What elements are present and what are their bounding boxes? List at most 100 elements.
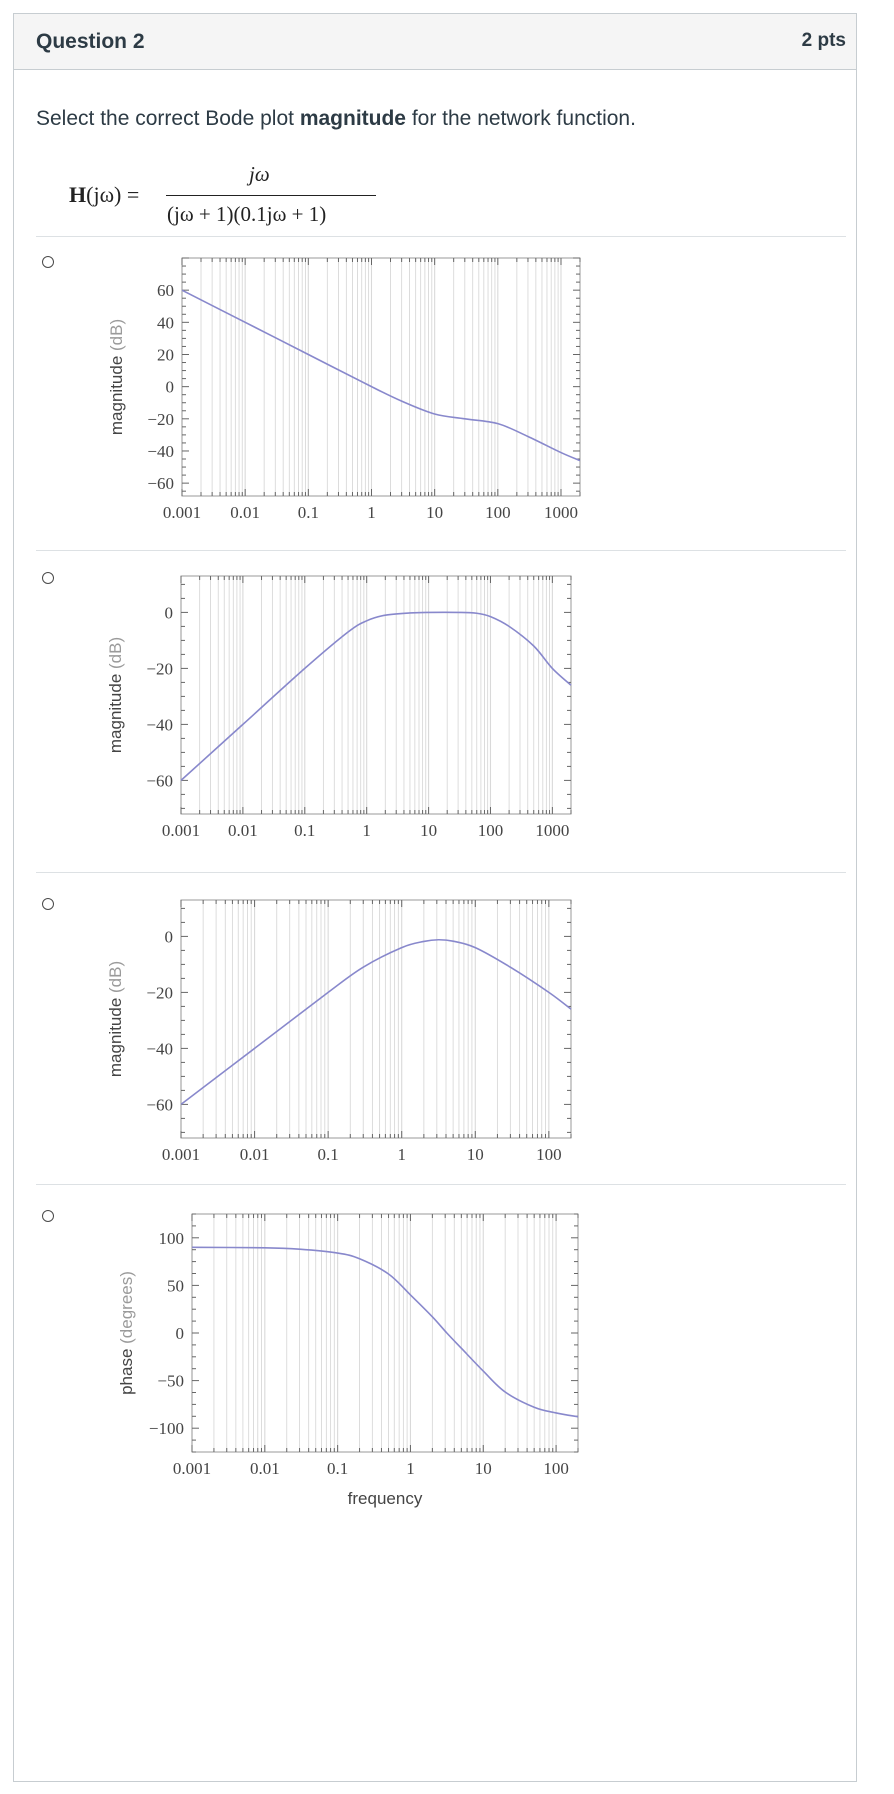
x-tick-label: 10 — [467, 1145, 484, 1164]
formula-lhs: H(jω) = — [69, 182, 139, 208]
y-tick-label: 60 — [157, 281, 174, 300]
x-tick-label: 1 — [362, 821, 371, 840]
y-tick-label: −20 — [147, 410, 174, 429]
bode-curve — [180, 938, 572, 1106]
x-tick-label: 0.1 — [298, 503, 319, 522]
answer-separator — [36, 1184, 846, 1185]
bode-plot-b: 0.001 0.01 0.1 1 10 100 1000 0 −20 −40 −60 magnitud… — [54, 562, 674, 852]
y-axis-label-unit: (dB) — [107, 319, 126, 356]
x-tick-label: 0.01 — [250, 1459, 280, 1478]
bode-curve — [181, 289, 581, 462]
y-axis-label-word: magnitude — [107, 356, 126, 435]
y-axis-label: magnitude (dB) — [106, 961, 125, 1077]
prompt-text-after: for the network function. — [405, 107, 636, 130]
answer-option-b[interactable]: 0.001 0.01 0.1 1 10 100 1000 0 −20 −40 −60 magnitud… — [14, 550, 856, 872]
answer-separator — [36, 550, 846, 551]
x-tick-label: 0.001 — [162, 821, 200, 840]
x-tick-label: 0.1 — [318, 1145, 339, 1164]
x-tick-label: 100 — [485, 503, 511, 522]
radio-option-c[interactable] — [42, 898, 54, 910]
axis-ticks — [180, 576, 572, 814]
plot-grid — [191, 1214, 579, 1452]
x-tick-label: 0.01 — [228, 821, 258, 840]
question-prompt: Select the correct Bode plot magnitude f… — [36, 107, 636, 131]
answer-separator — [36, 236, 846, 237]
y-axis-label-unit: (degrees) — [117, 1271, 136, 1348]
answer-separator — [36, 872, 846, 873]
formula-numerator: jω — [249, 162, 270, 186]
formula-lhs-bold: H — [69, 182, 87, 207]
y-tick-label: 0 — [176, 1324, 185, 1343]
y-tick-label: −50 — [157, 1372, 184, 1391]
bode-plot-a: 0.001 0.01 0.1 1 10 100 1000 60 40 20 0 −20 −40 −60 ma… — [54, 246, 674, 536]
bode-plot-c-svg: 0.001 0.01 0.1 1 10 100 0 −20 −40 −60 magnitude (d… — [106, 899, 572, 1164]
plot-frame — [181, 257, 581, 497]
y-axis-label: phase (degrees) — [117, 1271, 136, 1395]
plot-grid — [180, 900, 572, 1138]
axis-ticks — [191, 1213, 579, 1453]
question-title: Question 2 — [36, 30, 145, 53]
y-tick-label: −60 — [147, 474, 174, 493]
formula-lhs-rest: (jω) = — [86, 182, 140, 207]
question-card: Question 2 2 pts Select the correct Bode… — [13, 13, 857, 1782]
radio-option-b[interactable] — [42, 572, 54, 584]
x-tick-label: 1 — [397, 1145, 406, 1164]
bode-curve — [191, 1246, 579, 1418]
y-tick-label: 100 — [159, 1229, 185, 1248]
y-tick-label: 0 — [165, 927, 174, 946]
x-tick-label: 1 — [406, 1459, 415, 1478]
y-tick-label: −40 — [146, 715, 173, 734]
x-tick-label: 0.001 — [173, 1459, 211, 1478]
y-axis-label: magnitude (dB) — [106, 637, 125, 753]
x-tick-label: 0.1 — [294, 821, 315, 840]
y-axis-label-unit: (dB) — [106, 637, 125, 674]
x-tick-label: 0.001 — [162, 1145, 200, 1164]
x-tick-label: 10 — [420, 821, 437, 840]
x-tick-label: 10 — [426, 503, 443, 522]
prompt-text-before: Select the correct Bode plot — [36, 107, 300, 130]
y-axis-label: magnitude (dB) — [107, 319, 126, 435]
axis-ticks — [180, 900, 572, 1138]
bode-plot-c: 0.001 0.01 0.1 1 10 100 0 −20 −40 −60 magnitude (d… — [54, 886, 674, 1176]
y-tick-label: −20 — [146, 983, 173, 1002]
plot-frame — [180, 575, 572, 815]
x-tick-label: 1 — [367, 503, 376, 522]
y-tick-label: −100 — [149, 1419, 184, 1438]
plot-frame — [180, 899, 572, 1139]
bode-plot-a-svg: 0.001 0.01 0.1 1 10 100 1000 60 40 20 0 −20 −40 −60 ma… — [107, 257, 581, 522]
x-tick-label: 10 — [475, 1459, 492, 1478]
x-tick-label: 0.1 — [327, 1459, 348, 1478]
y-tick-label: −40 — [147, 442, 174, 461]
y-axis-label-word: magnitude — [106, 998, 125, 1077]
bode-curve — [180, 611, 572, 781]
x-tick-label: 1000 — [544, 503, 578, 522]
y-axis-label-word: phase — [117, 1349, 136, 1395]
x-tick-label: 1000 — [535, 821, 569, 840]
answer-option-c[interactable]: 0.001 0.01 0.1 1 10 100 0 −20 −40 −60 magnitude (d… — [14, 872, 856, 1184]
question-header: Question 2 2 pts — [14, 14, 856, 70]
answer-option-d[interactable]: 0.001 0.01 0.1 1 10 100 100 50 0 −50 −100 phase (de… — [14, 1184, 856, 1544]
formula-fraction-bar — [166, 195, 376, 196]
question-points: 2 pts — [801, 30, 846, 51]
x-tick-label: 0.01 — [240, 1145, 270, 1164]
bode-plot-d-svg: 0.001 0.01 0.1 1 10 100 100 50 0 −50 −100 phase (de… — [117, 1213, 579, 1508]
formula-denominator: (jω + 1)(0.1jω + 1) — [167, 202, 327, 226]
radio-option-d[interactable] — [42, 1210, 54, 1222]
axis-ticks — [181, 257, 581, 496]
y-tick-label: −60 — [146, 1095, 173, 1114]
radio-option-a[interactable] — [42, 256, 54, 268]
plot-grid — [181, 258, 581, 496]
network-function-formula: H(jω) = jω (jω + 1)(0.1jω + 1) — [54, 162, 394, 238]
answer-option-a[interactable]: 0.001 0.01 0.1 1 10 100 1000 60 40 20 0 −20 −40 −60 ma… — [14, 236, 856, 550]
y-tick-label: 40 — [157, 313, 174, 332]
x-tick-label: 0.01 — [230, 503, 260, 522]
y-tick-label: 50 — [167, 1276, 184, 1295]
x-tick-label: 0.001 — [163, 503, 201, 522]
prompt-text-bold: magnitude — [299, 107, 406, 130]
plot-grid — [180, 576, 572, 814]
y-tick-label: 0 — [165, 603, 174, 622]
y-tick-label: −60 — [146, 771, 173, 790]
bode-plot-b-svg: 0.001 0.01 0.1 1 10 100 1000 0 −20 −40 −60 magnitud… — [106, 575, 572, 840]
x-tick-label: 100 — [478, 821, 504, 840]
y-tick-label: −20 — [146, 659, 173, 678]
